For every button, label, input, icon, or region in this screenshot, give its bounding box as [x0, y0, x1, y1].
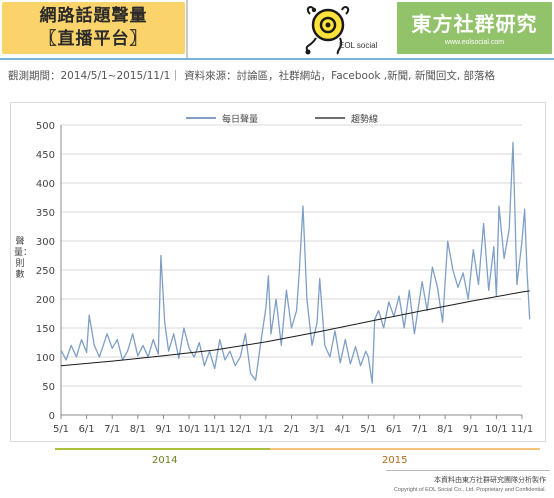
- x-tick-label: 1/1: [258, 424, 274, 435]
- brand-name: 東方社群研究: [411, 11, 538, 36]
- header-divider: [186, 0, 188, 58]
- y-tick-label: 150: [36, 324, 55, 335]
- brand-box: 東方社群研究 www.eolsocial.com: [397, 2, 552, 54]
- x-tick-label: 8/1: [437, 424, 453, 435]
- x-tick-label: 4/1: [335, 424, 351, 435]
- x-tick-label: 7/1: [104, 424, 120, 435]
- x-tick-label: 7/1: [412, 424, 428, 435]
- x-tick-label: 6/1: [386, 424, 402, 435]
- logo-label: EOL social: [339, 41, 378, 50]
- series-line-daily: [60, 141, 531, 384]
- header-rule: [0, 58, 554, 60]
- x-tick-label: 11/1: [511, 424, 533, 435]
- brand-url: www.eolsocial.com: [444, 38, 505, 46]
- y-tick-label: 50: [42, 382, 55, 393]
- y-tick-label: 200: [36, 295, 55, 306]
- eol-social-logo-icon: [305, 6, 350, 55]
- y-tick-label: 500: [36, 121, 55, 132]
- y-tick-label: 400: [36, 179, 55, 190]
- year-2015-bar: [270, 448, 540, 450]
- y-tick-label: 350: [36, 208, 55, 219]
- x-tick-label: 6/1: [79, 424, 95, 435]
- footer-rule: [386, 470, 550, 471]
- x-tick-label: 11/1: [203, 424, 225, 435]
- observation-info: 觀測期間：2014/5/1~2015/11/1｜ 資料來源：討論區，社群網站，F…: [8, 70, 495, 82]
- y-tick-label: 300: [36, 237, 55, 248]
- x-tick-label: 9/1: [155, 424, 171, 435]
- report-subtitle: 〖直播平台〗: [39, 29, 148, 49]
- x-tick-label: 12/1: [229, 424, 251, 435]
- x-tick-label: 5/1: [53, 424, 69, 435]
- x-tick-label: 10/1: [178, 424, 200, 435]
- year-2014-bar: [55, 448, 270, 450]
- report-title: 網路話題聲量: [39, 6, 148, 26]
- footer-copyright: Copyright of EOL Social Co., Ltd. Propri…: [393, 487, 546, 493]
- x-tick-label: 10/1: [485, 424, 507, 435]
- y-tick-label: 0: [49, 411, 55, 422]
- x-tick-label: 3/1: [309, 424, 325, 435]
- x-tick-label: 5/1: [360, 424, 376, 435]
- footer-note: 本資料由東方社群研究團隊分析製作: [434, 476, 546, 484]
- year-label-2014: 2014: [152, 455, 178, 466]
- legend-label-trend: 趨勢線: [351, 113, 378, 125]
- y-tick-label: 250: [36, 266, 55, 277]
- y-tick-label: 100: [36, 353, 55, 364]
- x-tick-label: 8/1: [130, 424, 146, 435]
- chart-frame: [10, 102, 546, 442]
- x-tick-label: 9/1: [463, 424, 479, 435]
- series-line-trend: [60, 290, 530, 367]
- y-tick-label: 450: [36, 150, 55, 161]
- legend-label-daily: 每日聲量: [222, 113, 258, 125]
- y-axis-label: 聲量：則數: [14, 237, 33, 280]
- x-tick-label: 2/1: [283, 424, 299, 435]
- year-label-2015: 2015: [382, 455, 408, 466]
- report-title-box: 網路話題聲量 〖直播平台〗: [2, 2, 185, 54]
